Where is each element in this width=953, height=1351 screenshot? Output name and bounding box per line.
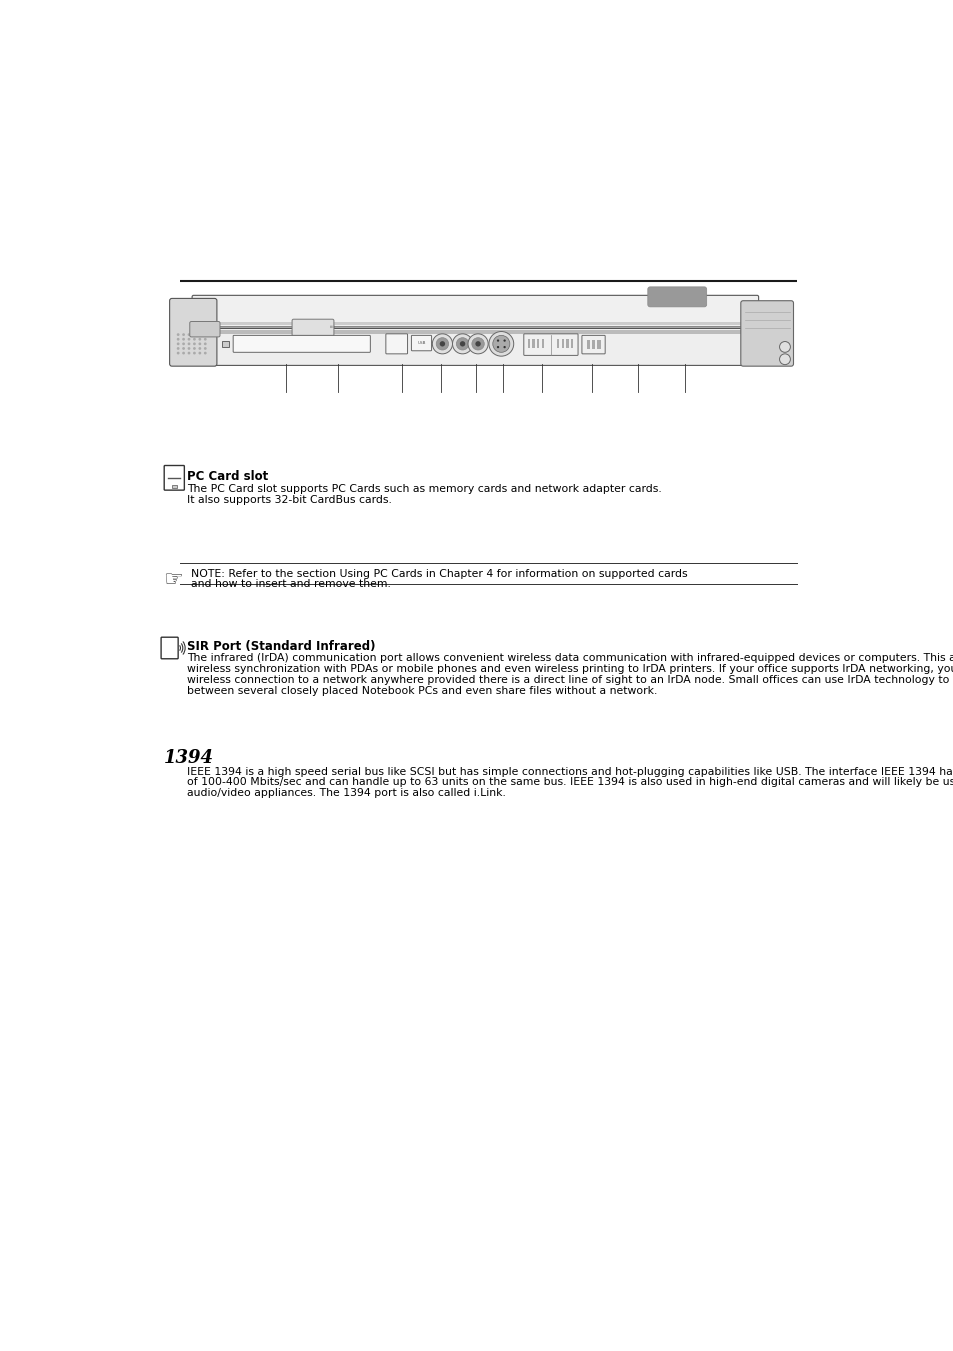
- Circle shape: [193, 351, 195, 354]
- Circle shape: [432, 334, 452, 354]
- Text: iiiii: iiiii: [329, 324, 335, 328]
- Text: 1394: 1394: [164, 748, 214, 767]
- Circle shape: [204, 338, 207, 340]
- Circle shape: [204, 334, 207, 336]
- FancyBboxPatch shape: [161, 638, 178, 659]
- FancyBboxPatch shape: [385, 334, 407, 354]
- Circle shape: [182, 334, 185, 336]
- Circle shape: [176, 342, 179, 346]
- Bar: [541, 339, 543, 349]
- Circle shape: [456, 338, 468, 350]
- Circle shape: [193, 347, 195, 350]
- Circle shape: [182, 342, 185, 346]
- Bar: [532, 339, 534, 349]
- Circle shape: [188, 334, 191, 336]
- Text: SIR Port (Standard Infrared): SIR Port (Standard Infrared): [187, 639, 375, 653]
- Bar: [557, 339, 558, 349]
- Circle shape: [497, 346, 498, 349]
- Circle shape: [193, 338, 195, 340]
- Circle shape: [779, 354, 790, 365]
- Circle shape: [176, 334, 179, 336]
- FancyBboxPatch shape: [164, 466, 184, 490]
- Circle shape: [497, 339, 498, 342]
- Bar: [179, 330, 750, 334]
- Text: of 100-400 Mbits/sec and can handle up to 63 units on the same bus. IEEE 1394 is: of 100-400 Mbits/sec and can handle up t…: [187, 777, 953, 788]
- Circle shape: [475, 342, 480, 347]
- FancyBboxPatch shape: [178, 328, 752, 365]
- Circle shape: [198, 347, 201, 350]
- Circle shape: [188, 351, 191, 354]
- Circle shape: [204, 342, 207, 346]
- Circle shape: [493, 335, 509, 353]
- Circle shape: [198, 351, 201, 354]
- Bar: [566, 339, 568, 349]
- Bar: [527, 339, 530, 349]
- Text: ☞: ☞: [163, 570, 183, 590]
- Circle shape: [439, 342, 445, 347]
- Circle shape: [182, 347, 185, 350]
- Bar: [592, 340, 595, 349]
- Circle shape: [468, 334, 488, 354]
- FancyBboxPatch shape: [233, 335, 370, 353]
- Circle shape: [182, 338, 185, 340]
- Bar: [561, 339, 563, 349]
- Text: NOTE: Refer to the section Using PC Cards in Chapter 4 for information on suppor: NOTE: Refer to the section Using PC Card…: [191, 570, 686, 580]
- Circle shape: [193, 334, 195, 336]
- Text: It also supports 32-bit CardBus cards.: It also supports 32-bit CardBus cards.: [187, 494, 392, 505]
- FancyBboxPatch shape: [740, 301, 793, 366]
- Circle shape: [436, 338, 448, 350]
- Circle shape: [779, 342, 790, 353]
- Bar: [537, 339, 538, 349]
- FancyBboxPatch shape: [170, 299, 216, 366]
- Circle shape: [188, 347, 191, 350]
- Text: The PC Card slot supports PC Cards such as memory cards and network adapter card: The PC Card slot supports PC Cards such …: [187, 484, 661, 494]
- Circle shape: [198, 342, 201, 346]
- Bar: [586, 340, 589, 349]
- Bar: [571, 339, 573, 349]
- Bar: [597, 340, 599, 349]
- Circle shape: [452, 334, 472, 354]
- Circle shape: [198, 334, 201, 336]
- FancyBboxPatch shape: [190, 322, 220, 336]
- Text: IEEE 1394 is a high speed serial bus like SCSI but has simple connections and ho: IEEE 1394 is a high speed serial bus lik…: [187, 766, 953, 777]
- FancyBboxPatch shape: [411, 335, 431, 351]
- Text: USB: USB: [416, 340, 425, 345]
- Circle shape: [182, 351, 185, 354]
- Circle shape: [198, 338, 201, 340]
- Bar: [221, 340, 229, 347]
- Circle shape: [503, 346, 505, 349]
- Circle shape: [472, 338, 484, 350]
- Circle shape: [176, 347, 179, 350]
- Text: wireless connection to a network anywhere provided there is a direct line of sig: wireless connection to a network anywher…: [187, 676, 953, 685]
- Circle shape: [488, 331, 513, 357]
- Text: wireless synchronization with PDAs or mobile phones and even wireless printing t: wireless synchronization with PDAs or mo…: [187, 665, 953, 674]
- Circle shape: [188, 342, 191, 346]
- Text: The infrared (IrDA) communication port allows convenient wireless data communica: The infrared (IrDA) communication port a…: [187, 654, 953, 663]
- Circle shape: [204, 351, 207, 354]
- Circle shape: [193, 342, 195, 346]
- Circle shape: [204, 347, 207, 350]
- FancyBboxPatch shape: [523, 334, 578, 355]
- FancyBboxPatch shape: [647, 286, 706, 307]
- Text: and how to insert and remove them.: and how to insert and remove them.: [191, 580, 390, 589]
- FancyBboxPatch shape: [292, 319, 334, 336]
- Circle shape: [503, 339, 505, 342]
- Circle shape: [188, 338, 191, 340]
- FancyBboxPatch shape: [581, 335, 604, 354]
- Circle shape: [176, 338, 179, 340]
- Text: audio/video appliances. The 1394 port is also called i.Link.: audio/video appliances. The 1394 port is…: [187, 788, 506, 798]
- Text: between several closely placed Notebook PCs and even share files without a netwo: between several closely placed Notebook …: [187, 686, 658, 696]
- Circle shape: [459, 342, 465, 347]
- FancyBboxPatch shape: [192, 296, 758, 327]
- Bar: [172, 485, 176, 488]
- Circle shape: [176, 351, 179, 354]
- Text: PC Card slot: PC Card slot: [187, 470, 269, 484]
- Bar: [193, 323, 757, 326]
